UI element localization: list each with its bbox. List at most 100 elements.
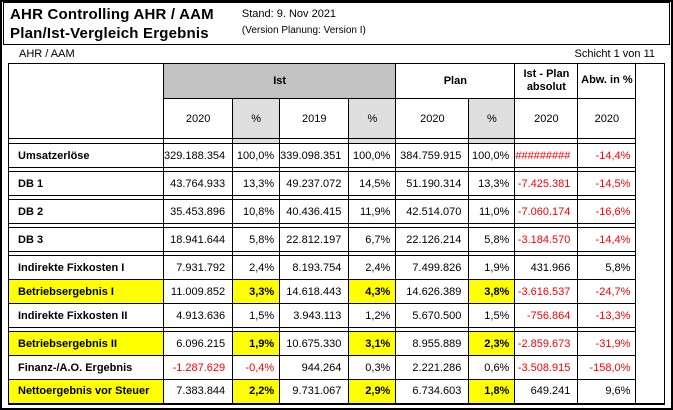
cell-ist-2020-pct: 2,4% (232, 255, 281, 280)
cell-ist-2019: 9.731.067 (279, 379, 350, 404)
cell-ist-plan-2020: -756.864 (514, 303, 579, 328)
cell-abw-2020: -14,4% (577, 143, 637, 168)
col-group-plan: Plan (395, 63, 516, 99)
cell-abw-2020: -24,7% (577, 279, 637, 304)
col-group-ist-plan: Ist - Plan absolut (514, 63, 579, 99)
table-row: Betriebsergebnis II 6.096.215 1,9% 10.675.3… (8, 331, 665, 356)
cell-ist-2019-pct: 2,9% (348, 379, 397, 404)
cell-ist-2019-pct: 11,9% (348, 199, 397, 224)
scope-label: AHR / AAM (19, 48, 75, 60)
cell-abw-2020: -14,5% (577, 171, 637, 196)
table-row: Indirekte Fixkosten II 4.913.636 1,5% 3.943… (8, 303, 665, 328)
empty-column (635, 255, 665, 280)
report-title-line1: AHR Controlling AHR / AAM (10, 6, 214, 23)
cell-plan-2020: 5.670.500 (395, 303, 470, 328)
cell-ist-2019-pct: 0,3% (348, 355, 397, 380)
empty-column (635, 171, 665, 196)
subheader-ist-2019-pct: % (348, 98, 397, 139)
cell-plan-2020: 6.734.603 (395, 379, 470, 404)
cell-ist-2020: 43.764.933 (162, 171, 234, 196)
report-title: AHR Controlling AHR / AAM Plan/Ist-Vergl… (10, 6, 214, 44)
cell-ist-plan-2020: -3.616.537 (514, 279, 579, 304)
report-date: Stand: 9. Nov 2021 (241, 8, 337, 20)
cell-ist-2019-pct: 1,2% (348, 303, 397, 328)
cell-ist-2019-pct: 4,3% (348, 279, 397, 304)
cell-plan-2020: 384.759.915 (395, 143, 470, 168)
subheader-plan-2020: 2020 (395, 98, 470, 139)
table-row: Umsatzerlöse 329.188.354 100,0% 339.098.351… (8, 143, 665, 168)
report-subheader: AHR / AAM Schicht 1 von 11 (2, 45, 671, 63)
subheader-ist-plan-2020: 2020 (514, 98, 579, 139)
row-label: Betriebsergebnis II (8, 331, 164, 356)
cell-abw-2020: -16,6% (577, 199, 637, 224)
cell-abw-2020: -158,0% (577, 355, 637, 380)
col-group-abw: Abw. in % (577, 63, 637, 99)
cell-plan-2020-pct: 2,3% (468, 331, 516, 356)
table-row: DB 1 43.764.933 13,3% 49.237.072 14,5% 51.190… (8, 171, 665, 196)
cell-ist-2020: 35.453.896 (162, 199, 234, 224)
cell-plan-2020-pct: 11,0% (468, 199, 516, 224)
row-label: Finanz-/A.O. Ergebnis (8, 355, 164, 380)
cell-ist-2020: 7.383.844 (162, 379, 234, 404)
empty-column (635, 195, 665, 200)
cell-ist-2019-pct: 2,4% (348, 255, 397, 280)
empty-column (635, 199, 665, 224)
plan-ist-table: Ist Plan Ist - Plan absolut Abw. in % 20… (8, 63, 666, 405)
cell-ist-2019: 3.943.113 (279, 303, 350, 328)
cell-ist-2020-pct: 13,3% (232, 171, 281, 196)
cell-plan-2020-pct: 1,5% (468, 303, 516, 328)
cell-ist-plan-2020: -3.508.915 (514, 355, 579, 380)
spacer-row (8, 223, 665, 228)
cell-ist-2019: 22.812.197 (279, 227, 350, 252)
cell-ist-2019: 8.193.754 (279, 255, 350, 280)
cell-plan-2020-pct: 1,8% (468, 379, 516, 404)
cell-ist-2020-pct: 100,0% (232, 143, 281, 168)
cell-ist-plan-2020: -2.859.673 (514, 331, 579, 356)
cell-plan-2020-pct: 1,9% (468, 255, 516, 280)
empty-column (635, 227, 665, 252)
cell-plan-2020-pct: 5,8% (468, 227, 516, 252)
report-header: AHR Controlling AHR / AAM Plan/Ist-Vergl… (3, 2, 670, 45)
cell-ist-plan-2020: -3.184.570 (514, 227, 579, 252)
row-label: Umsatzerlöse (8, 143, 164, 168)
cell-ist-2020-pct: 3,3% (232, 279, 281, 304)
empty-column (635, 167, 665, 172)
cell-ist-2019-pct: 100,0% (348, 143, 397, 168)
cell-ist-2019-pct: 6,7% (348, 227, 397, 252)
cell-ist-2020-pct: 2,2% (232, 379, 281, 404)
cell-abw-2020: 9,6% (577, 379, 637, 404)
table-row: DB 2 35.453.896 10,8% 40.436.415 11,9% 42.514… (8, 199, 665, 224)
subheader-ist-2020-pct: % (232, 98, 281, 139)
empty-column (635, 98, 665, 139)
cell-plan-2020-pct: 0,6% (468, 355, 516, 380)
cell-ist-2020: 7.931.792 (162, 255, 234, 280)
cell-ist-2020: 18.941.644 (162, 227, 234, 252)
cell-ist-2020-pct: -0,4% (232, 355, 281, 380)
cell-ist-2020: -1.287.629 (162, 355, 234, 380)
cell-plan-2020: 2.221.286 (395, 355, 470, 380)
cell-ist-2020: 4.913.636 (162, 303, 234, 328)
cell-plan-2020: 42.514.070 (395, 199, 470, 224)
cell-ist-plan-2020: -7.060.174 (514, 199, 579, 224)
report-version: (Version Planung: Version I) (241, 25, 366, 36)
empty-column (635, 379, 665, 404)
cell-ist-2019: 40.436.415 (279, 199, 350, 224)
row-label: Indirekte Fixkosten II (8, 303, 164, 328)
spacer-row (8, 327, 665, 332)
cell-ist-2019: 49.237.072 (279, 171, 350, 196)
cell-plan-2020-pct: 13,3% (468, 171, 516, 196)
header-spacer-row (8, 138, 665, 144)
cell-abw-2020: 5,8% (577, 255, 637, 280)
cell-ist-2020-pct: 5,8% (232, 227, 281, 252)
cell-ist-2019-pct: 14,5% (348, 171, 397, 196)
spacer-row (8, 195, 665, 200)
table-row: Finanz-/A.O. Ergebnis -1.287.629 -0,4% 944.… (8, 355, 665, 380)
empty-column (635, 143, 665, 168)
row-label: Nettoergebnis vor Steuer (8, 379, 164, 404)
cell-ist-2020: 11.009.852 (162, 279, 234, 304)
cell-ist-2019: 944.264 (279, 355, 350, 380)
cell-plan-2020: 51.190.314 (395, 171, 470, 196)
cell-ist-2020-pct: 10,8% (232, 199, 281, 224)
empty-column (635, 303, 665, 328)
